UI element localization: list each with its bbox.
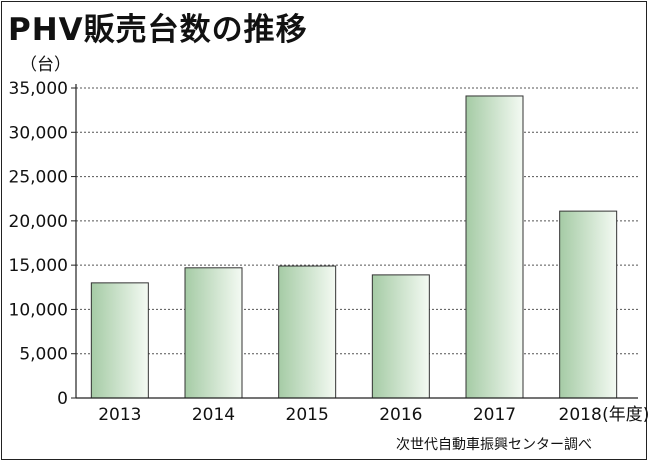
bar — [278, 265, 337, 399]
bar — [371, 274, 430, 399]
axis-labels: 0 5,000 10,000 15,000 20,000 25,000 30,000 35,0… — [9, 79, 650, 425]
bar — [465, 95, 524, 399]
bar — [90, 282, 149, 399]
bar — [559, 210, 618, 399]
y-tick-label: 15,000 — [9, 256, 68, 276]
axes — [71, 84, 638, 399]
x-axis-unit: (年度) — [602, 405, 649, 425]
x-tick-label: 2017 — [473, 405, 516, 425]
bar — [184, 267, 243, 399]
y-tick-label: 20,000 — [9, 212, 68, 232]
x-tick-label: 2015 — [286, 405, 329, 425]
y-tick-label: 10,000 — [9, 300, 68, 320]
y-tick-label: 0 — [57, 389, 68, 409]
x-tick-label: 2016 — [379, 405, 422, 425]
chart-title: PHV販売台数の推移 — [8, 12, 308, 48]
bars — [90, 95, 618, 399]
y-tick-label: 5,000 — [19, 345, 68, 365]
gridlines — [76, 87, 638, 355]
y-tick-label: 30,000 — [9, 123, 68, 143]
x-tick-label: 2014 — [192, 405, 235, 425]
y-tick-label: 35,000 — [9, 79, 68, 99]
x-tick-label: 2018 — [559, 405, 602, 425]
source-note: 次世代自動車振興センター調べ — [396, 437, 592, 453]
x-tick-label: 2013 — [98, 405, 141, 425]
y-axis-unit: （台） — [20, 55, 71, 75]
y-tick-label: 25,000 — [9, 168, 68, 188]
